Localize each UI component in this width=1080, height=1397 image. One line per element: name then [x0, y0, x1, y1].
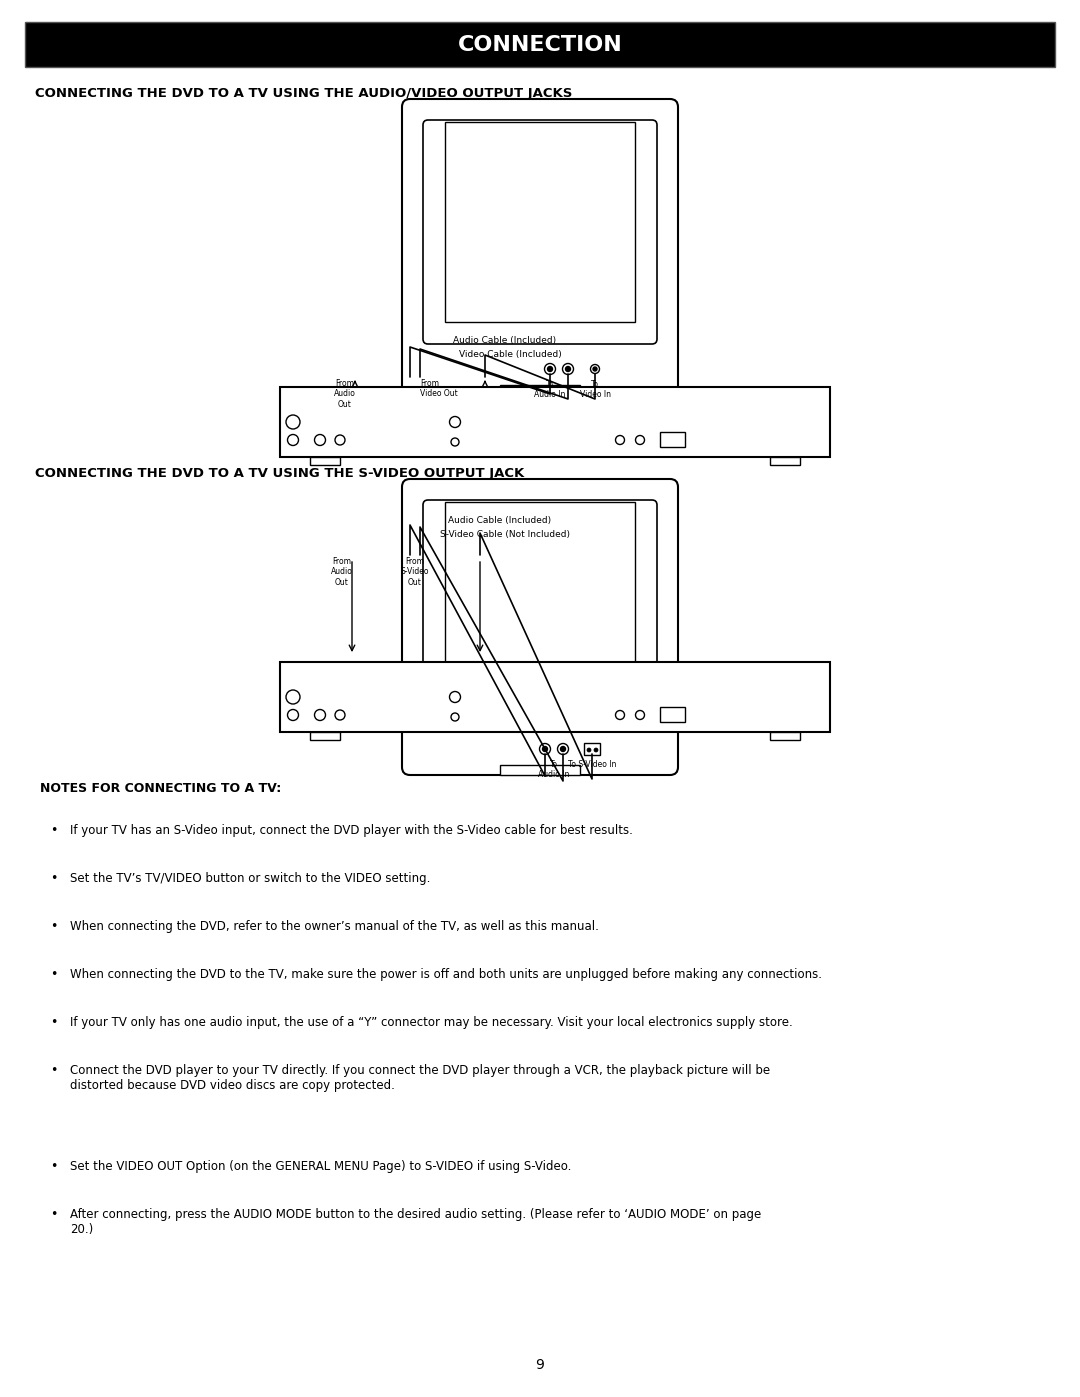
Text: •: •	[50, 921, 57, 933]
Text: •: •	[50, 824, 57, 837]
Circle shape	[449, 692, 460, 703]
Circle shape	[593, 367, 597, 372]
Text: CONNECTION: CONNECTION	[458, 35, 622, 54]
Circle shape	[563, 363, 573, 374]
Text: To
Video In: To Video In	[580, 380, 610, 400]
Text: •: •	[50, 1160, 57, 1173]
FancyBboxPatch shape	[280, 662, 831, 732]
Circle shape	[287, 434, 298, 446]
Circle shape	[616, 711, 624, 719]
Text: •: •	[50, 968, 57, 981]
Text: Audio Cable (Included): Audio Cable (Included)	[448, 515, 552, 525]
Circle shape	[335, 434, 345, 446]
FancyBboxPatch shape	[402, 99, 678, 395]
Text: From
Audio
Out: From Audio Out	[332, 557, 353, 587]
Text: From
Audio
Out: From Audio Out	[334, 379, 356, 409]
FancyBboxPatch shape	[500, 766, 580, 775]
Text: To S-Video In: To S-Video In	[568, 760, 617, 768]
FancyBboxPatch shape	[770, 732, 800, 740]
Text: Connect the DVD player to your TV directly. If you connect the DVD player throug: Connect the DVD player to your TV direct…	[70, 1065, 770, 1092]
FancyBboxPatch shape	[770, 457, 800, 465]
Circle shape	[557, 743, 568, 754]
Circle shape	[594, 749, 598, 752]
Circle shape	[616, 436, 624, 444]
Text: After connecting, press the AUDIO MODE button to the desired audio setting. (Ple: After connecting, press the AUDIO MODE b…	[70, 1208, 761, 1236]
Circle shape	[542, 746, 548, 752]
Text: •: •	[50, 1065, 57, 1077]
FancyBboxPatch shape	[445, 122, 635, 321]
FancyBboxPatch shape	[660, 432, 685, 447]
Text: CONNECTING THE DVD TO A TV USING THE S-VIDEO OUTPUT JACK: CONNECTING THE DVD TO A TV USING THE S-V…	[35, 467, 524, 481]
Text: Video Cable (Included): Video Cable (Included)	[459, 351, 562, 359]
FancyBboxPatch shape	[402, 479, 678, 775]
FancyBboxPatch shape	[310, 732, 340, 740]
Text: •: •	[50, 1208, 57, 1221]
Circle shape	[335, 710, 345, 719]
FancyBboxPatch shape	[310, 457, 340, 465]
Circle shape	[286, 690, 300, 704]
Circle shape	[451, 712, 459, 721]
Circle shape	[635, 711, 645, 719]
Text: CONNECTING THE DVD TO A TV USING THE AUDIO/VIDEO OUTPUT JACKS: CONNECTING THE DVD TO A TV USING THE AUD…	[35, 87, 572, 101]
Circle shape	[286, 415, 300, 429]
Text: To
Audio In: To Audio In	[535, 380, 566, 400]
Circle shape	[287, 710, 298, 721]
Text: •: •	[50, 872, 57, 886]
FancyBboxPatch shape	[280, 387, 831, 457]
Text: From
S-Video
Out: From S-Video Out	[401, 557, 429, 587]
Circle shape	[635, 436, 645, 444]
FancyBboxPatch shape	[660, 707, 685, 722]
FancyBboxPatch shape	[423, 120, 657, 344]
Text: When connecting the DVD, refer to the owner’s manual of the TV, as well as this : When connecting the DVD, refer to the ow…	[70, 921, 599, 933]
Circle shape	[314, 434, 325, 446]
FancyBboxPatch shape	[423, 500, 657, 724]
Text: •: •	[50, 1016, 57, 1030]
Circle shape	[314, 710, 325, 721]
Circle shape	[566, 366, 570, 372]
Text: S-Video Cable (Not Included): S-Video Cable (Not Included)	[440, 529, 570, 539]
Circle shape	[451, 439, 459, 446]
Text: NOTES FOR CONNECTING TO A TV:: NOTES FOR CONNECTING TO A TV:	[40, 782, 281, 795]
Text: Set the TV’s TV/VIDEO button or switch to the VIDEO setting.: Set the TV’s TV/VIDEO button or switch t…	[70, 872, 430, 886]
Text: When connecting the DVD to the TV, make sure the power is off and both units are: When connecting the DVD to the TV, make …	[70, 968, 822, 981]
FancyBboxPatch shape	[445, 502, 635, 703]
Circle shape	[544, 363, 555, 374]
FancyBboxPatch shape	[584, 743, 600, 754]
FancyBboxPatch shape	[25, 22, 1055, 67]
Circle shape	[548, 366, 553, 372]
Circle shape	[561, 746, 566, 752]
Circle shape	[588, 749, 591, 752]
Text: If your TV only has one audio input, the use of a “Y” connector may be necessary: If your TV only has one audio input, the…	[70, 1016, 793, 1030]
Text: If your TV has an S-Video input, connect the DVD player with the S-Video cable f: If your TV has an S-Video input, connect…	[70, 824, 633, 837]
Text: To
Audio In: To Audio In	[538, 760, 569, 780]
Text: Audio Cable (Included): Audio Cable (Included)	[454, 337, 556, 345]
Text: Set the VIDEO OUT Option (on the GENERAL MENU Page) to S-VIDEO if using S-Video.: Set the VIDEO OUT Option (on the GENERAL…	[70, 1160, 571, 1173]
Text: 9: 9	[536, 1358, 544, 1372]
Circle shape	[591, 365, 599, 373]
Text: From
Video Out: From Video Out	[420, 379, 458, 398]
Circle shape	[449, 416, 460, 427]
FancyBboxPatch shape	[500, 386, 580, 395]
Circle shape	[540, 743, 551, 754]
